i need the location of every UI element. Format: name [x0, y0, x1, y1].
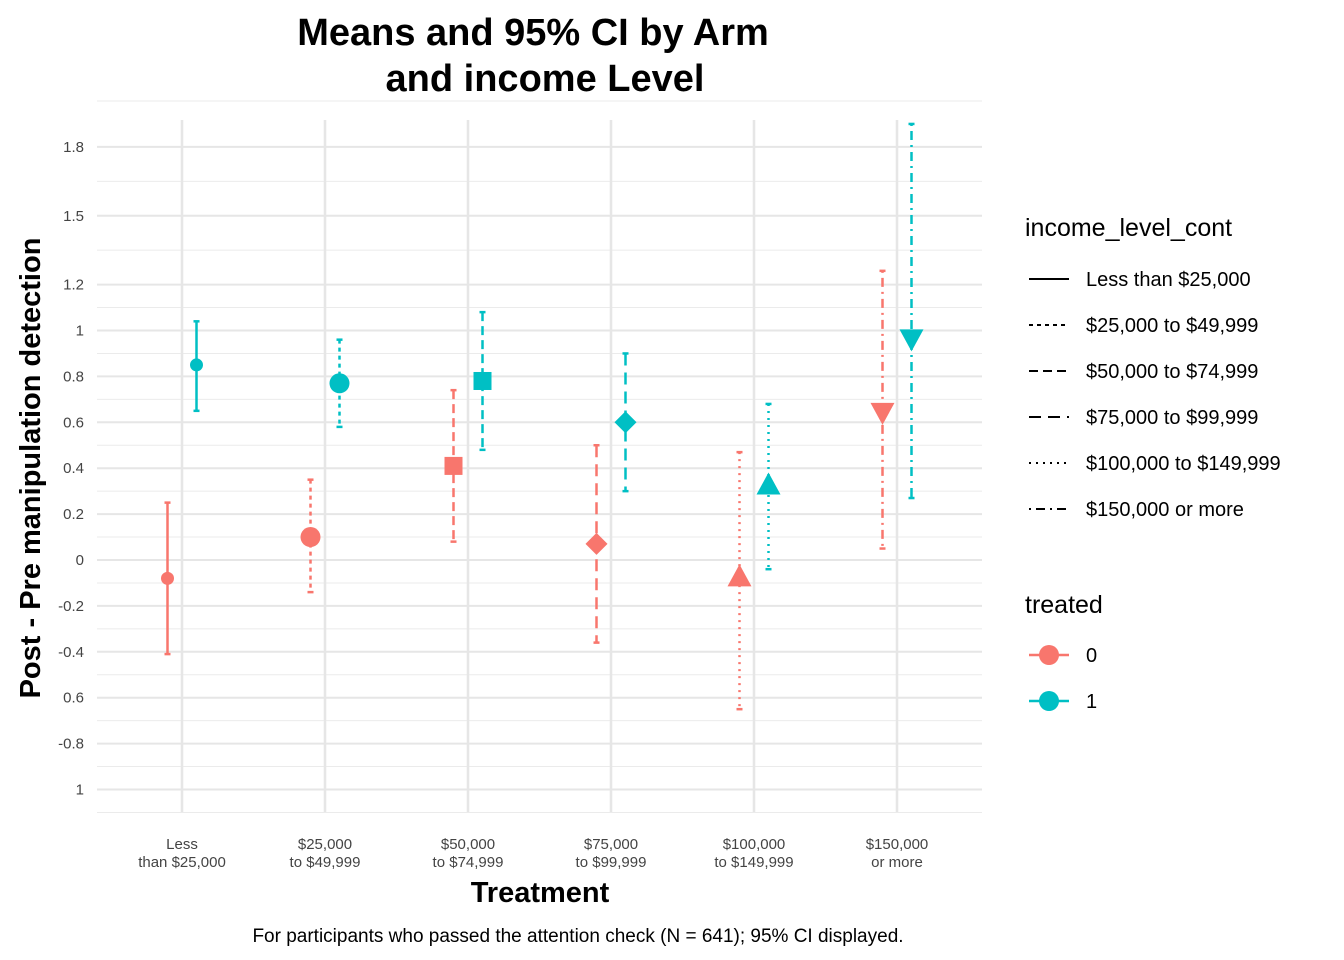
y-tick-label: 0.2 [63, 506, 84, 523]
legend-linetype: income_level_cont Less than $25,000 $25,0… [1025, 214, 1281, 521]
legend-linetype-label: Less than $25,000 [1086, 269, 1251, 291]
legend-color-key-point [1039, 691, 1059, 711]
legend-linetype-label: $75,000 to $99,999 [1086, 407, 1258, 429]
mean-point [161, 571, 174, 585]
legend-linetype-label: $50,000 to $74,999 [1086, 361, 1258, 383]
errorbar-group [329, 338, 350, 429]
errorbar-group [444, 388, 463, 543]
y-tick-label: 1.5 [63, 208, 84, 225]
y-tick-label: -0.2 [58, 598, 84, 615]
x-tick-label: than $25,000 [138, 854, 226, 871]
legend-linetype-title: income_level_cont [1025, 214, 1232, 242]
legend-linetype-label: $100,000 to $149,999 [1086, 453, 1281, 475]
y-tick-label: 1 [76, 323, 84, 340]
x-tick-label: Less [166, 836, 198, 853]
errorbar-group [614, 352, 637, 493]
errorbar-group [899, 122, 924, 500]
x-tick-label: $25,000 [298, 836, 352, 853]
errorbar-group [727, 450, 752, 711]
y-tick-label: 0.6 [63, 414, 84, 431]
x-tick-label: $100,000 [723, 836, 786, 853]
legend-linetype-label: $150,000 or more [1086, 499, 1244, 521]
y-tick-label: 0 [76, 552, 84, 569]
mean-point [899, 329, 924, 352]
errorbar-group [161, 501, 174, 656]
mean-point [585, 532, 608, 555]
errorbar-group [870, 269, 895, 550]
x-tick-label: to $99,999 [576, 854, 647, 871]
y-tick-label: 0.8 [63, 368, 84, 385]
y-tick-label: -0.8 [58, 736, 84, 753]
y-axis-ticks: 1.8 1.5 1.2 1 0.8 0.6 0.4 0.2 0 -0.2 -0.4 0.6 -0.8 1 [58, 139, 84, 799]
y-tick-label: -0.4 [58, 644, 84, 661]
legend-color: treated 0 1 [1025, 591, 1103, 713]
mean-point [329, 373, 350, 394]
plot-grid [97, 100, 982, 813]
x-tick-label: to $149,999 [714, 854, 793, 871]
x-axis-title: Treatment [471, 877, 610, 909]
mean-point [870, 402, 895, 425]
legend-color-title: treated [1025, 591, 1103, 619]
y-tick-label: 1.8 [63, 139, 84, 156]
y-tick-label: 1.2 [63, 277, 84, 294]
legend-color-key-point [1039, 645, 1059, 665]
errorbar-group [300, 478, 321, 594]
x-tick-label: to $49,999 [290, 854, 361, 871]
y-axis-title: Post - Pre manipulation detection [15, 238, 47, 699]
errorbar-group [756, 402, 781, 571]
data-marks [161, 122, 924, 711]
mean-point [473, 371, 492, 390]
legend-color-label: 1 [1086, 691, 1097, 713]
errorbar-group [585, 444, 608, 644]
mean-point [756, 472, 781, 495]
errorbar-group [473, 310, 492, 452]
x-tick-label: to $74,999 [433, 854, 504, 871]
x-tick-label: $150,000 [866, 836, 929, 853]
chart-caption: For participants who passed the attentio… [252, 926, 903, 947]
y-tick-label: 0.4 [63, 460, 84, 477]
x-tick-label: or more [871, 854, 923, 871]
mean-point [444, 456, 463, 475]
legend-color-label: 0 [1086, 645, 1097, 667]
x-tick-label: $75,000 [584, 836, 638, 853]
mean-point [727, 564, 752, 587]
mean-point [190, 358, 203, 372]
mean-point [614, 411, 637, 434]
errorbar-group [190, 320, 203, 413]
y-tick-label: 1 [76, 782, 84, 799]
y-tick-label: 0.6 [63, 690, 84, 707]
chart-title-line-2: and income Level [386, 58, 705, 100]
legend-linetype-label: $25,000 to $49,999 [1086, 315, 1258, 337]
chart-title-line-1: Means and 95% CI by Arm [297, 12, 769, 54]
x-tick-label: $50,000 [441, 836, 495, 853]
mean-point [300, 527, 321, 548]
